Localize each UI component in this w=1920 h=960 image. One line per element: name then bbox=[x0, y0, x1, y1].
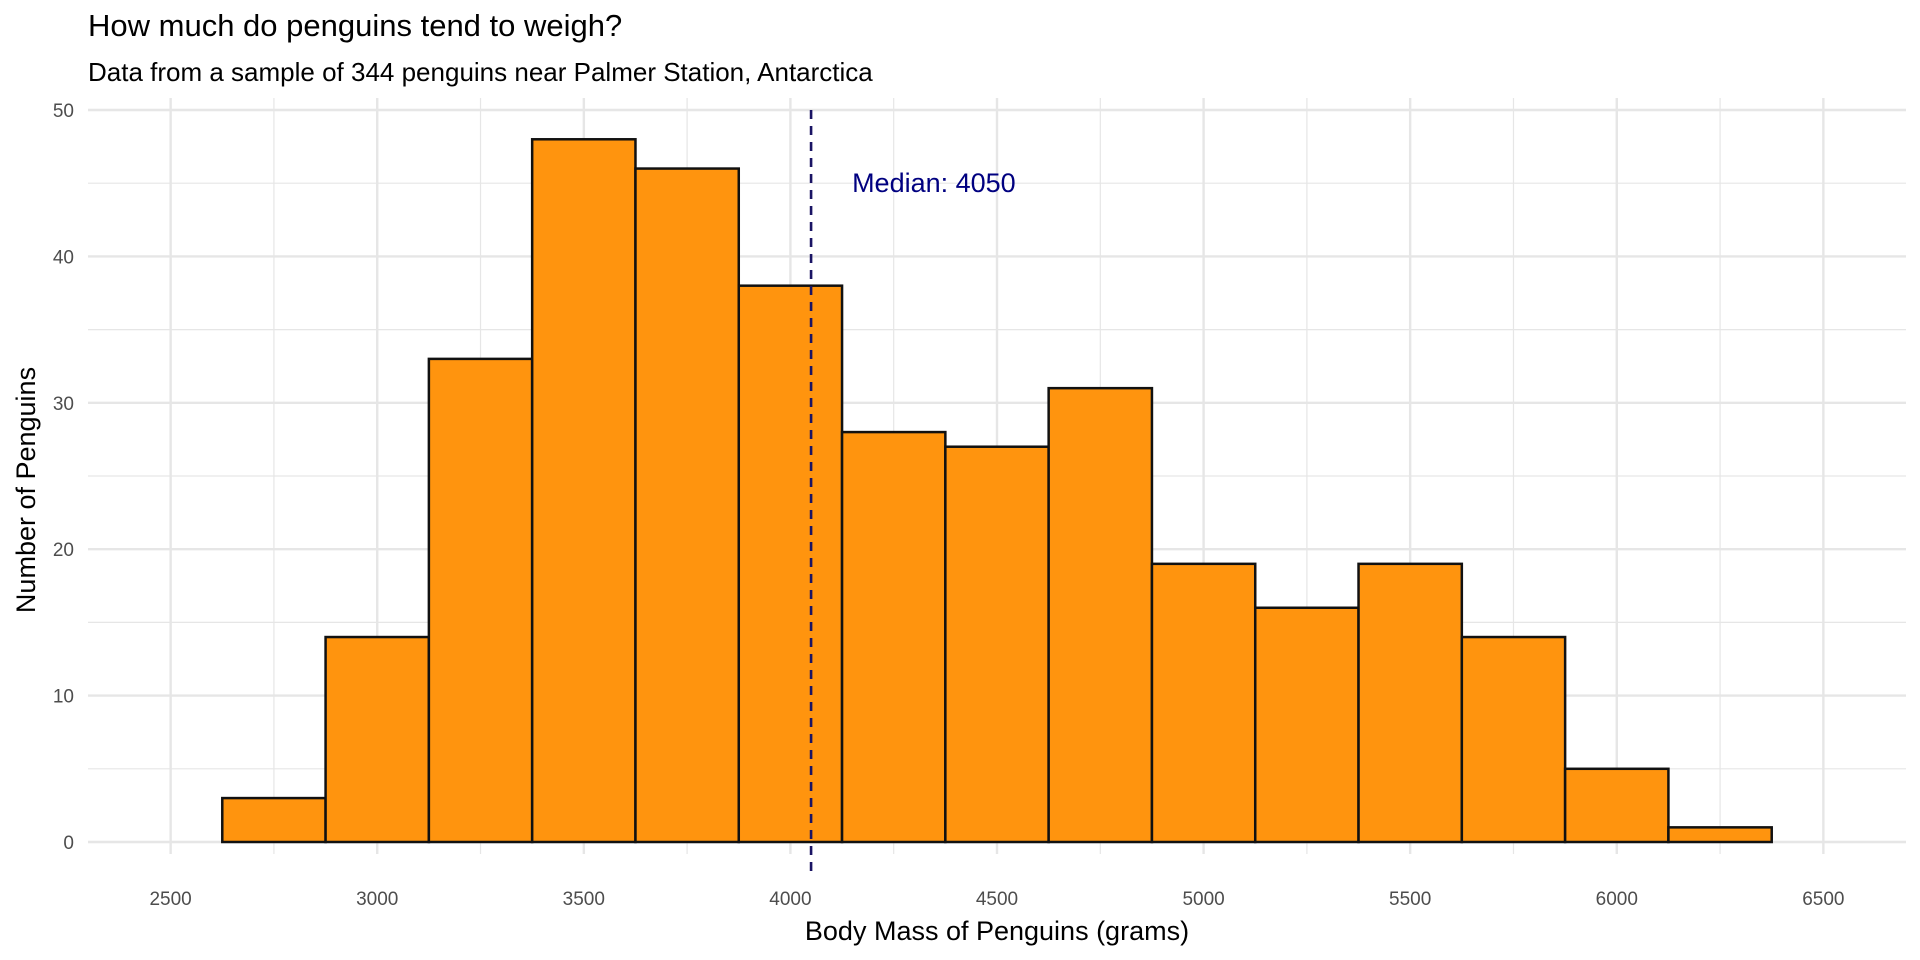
y-tick-label: 0 bbox=[63, 833, 74, 854]
histogram-bar bbox=[634, 167, 741, 844]
histogram-bar bbox=[1047, 386, 1154, 844]
y-tick-label: 30 bbox=[53, 394, 74, 415]
axis-ticks: 2500 3000 3500 4000 4500 5000 5500 6000 6500 0 10 2… bbox=[53, 101, 1845, 910]
histogram-bar bbox=[1563, 767, 1670, 844]
histogram-bar bbox=[427, 357, 534, 844]
x-tick-label: 5000 bbox=[1182, 889, 1224, 910]
x-tick-label: 3000 bbox=[356, 889, 398, 910]
histogram-bar bbox=[1357, 562, 1464, 844]
histogram-bar bbox=[221, 796, 327, 844]
histogram-bar bbox=[530, 138, 637, 844]
histogram-bar bbox=[324, 635, 431, 844]
x-tick-label: 6000 bbox=[1596, 889, 1638, 910]
y-axis-label: Number of Penguins bbox=[11, 367, 41, 613]
histogram-bar bbox=[1253, 606, 1360, 844]
histogram-bar bbox=[1460, 635, 1567, 844]
x-tick-label: 4000 bbox=[769, 889, 811, 910]
x-tick-label: 2500 bbox=[149, 889, 191, 910]
histogram-bar bbox=[1150, 562, 1257, 844]
y-tick-label: 40 bbox=[53, 247, 74, 268]
median-label: Median: 4050 bbox=[852, 168, 1016, 198]
x-tick-label: 3500 bbox=[563, 889, 605, 910]
histogram-bar bbox=[737, 284, 844, 844]
x-tick-label: 6500 bbox=[1802, 889, 1844, 910]
x-tick-label: 4500 bbox=[976, 889, 1018, 910]
y-tick-label: 20 bbox=[53, 540, 74, 561]
histogram-bars bbox=[221, 138, 1773, 844]
histogram-bar bbox=[840, 430, 947, 844]
x-tick-label: 5500 bbox=[1389, 889, 1431, 910]
histogram-bar bbox=[1667, 826, 1773, 844]
y-tick-label: 50 bbox=[53, 101, 74, 122]
chart-subtitle: Data from a sample of 344 penguins near … bbox=[88, 57, 873, 87]
x-axis-label: Body Mass of Penguins (grams) bbox=[805, 916, 1189, 946]
y-tick-label: 10 bbox=[53, 687, 74, 708]
median-marker: Median: 4050 bbox=[809, 110, 1016, 876]
chart-title: How much do penguins tend to weigh? bbox=[88, 8, 623, 43]
histogram-bar bbox=[944, 445, 1050, 844]
